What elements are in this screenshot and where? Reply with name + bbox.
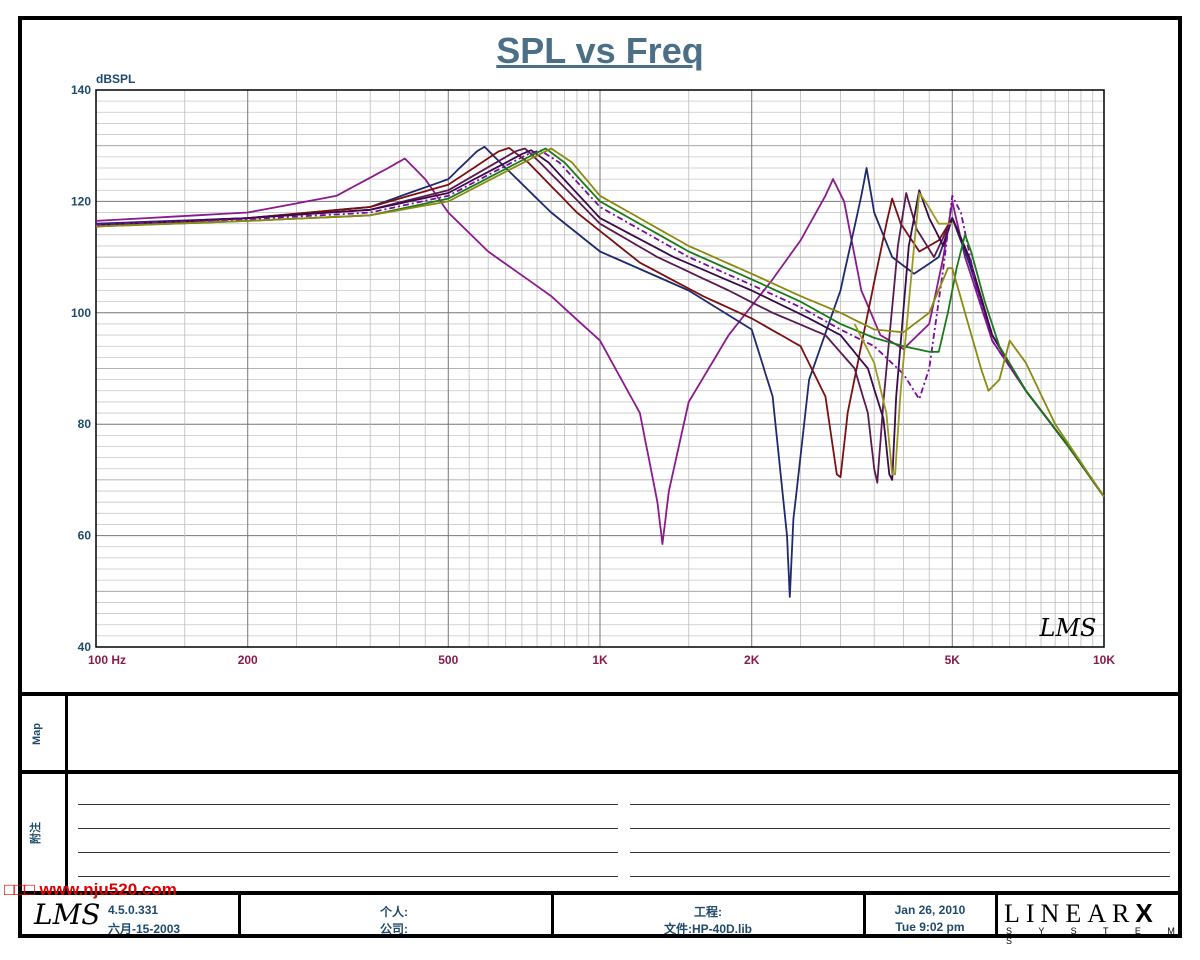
project-label: 工程: (694, 905, 722, 919)
chart-svg: dBSPL 40 60 80 100 120 140 100 Hz 200 500 1K 2K 5K… (71, 72, 1115, 667)
version-date: 六月-15-2003 (108, 922, 181, 936)
y-tick-label: 140 (71, 83, 91, 97)
chart-title: SPL vs Freq (496, 30, 704, 71)
y-axis-label: dBSPL (96, 72, 135, 86)
y-tick-label: 60 (78, 529, 92, 543)
file-label: 文件:HP-40D.lib (663, 922, 752, 936)
brand-sub: S Y S T E M S (1006, 926, 1187, 946)
divider-left-column (65, 694, 68, 894)
y-tick-label: 80 (78, 417, 92, 431)
watermark-text: □□□ www.nju520.com (4, 880, 177, 899)
map-label: Map (31, 723, 43, 745)
note-line (630, 828, 1170, 829)
brand-x: X (1135, 898, 1159, 928)
y-tick-label: 100 (71, 306, 91, 320)
y-tick-label: 120 (71, 194, 91, 208)
x-tick-label: 200 (238, 653, 258, 667)
divider-map-top (18, 692, 1182, 696)
lms-plot-logo: LMS (1039, 614, 1097, 642)
x-tick-label: 100 Hz (88, 653, 126, 667)
x-tick-labels: 100 Hz 200 500 1K 2K 5K 10K (88, 653, 1115, 667)
date-text: Jan 26, 2010 (894, 903, 966, 917)
y-tick-label: 40 (78, 640, 92, 654)
x-tick-label: 10K (1093, 653, 1115, 667)
footer-divider (551, 893, 554, 938)
note-line (630, 804, 1170, 805)
notes-label: 附注 (30, 822, 42, 844)
divider-footer-top (18, 891, 1182, 895)
person-label: 个人: (380, 905, 408, 919)
company-label: 公司: (380, 922, 408, 936)
note-line (78, 876, 618, 877)
brand-main: LINEAR (1004, 899, 1136, 928)
series-line-7 (95, 147, 1105, 498)
series-line-8 (95, 147, 1105, 498)
divider-notes-top (18, 770, 1182, 774)
x-tick-label: 1K (592, 653, 608, 667)
y-tick-labels: 40 60 80 100 120 140 (71, 83, 91, 654)
page-frame (18, 16, 1182, 938)
x-tick-label: 500 (438, 653, 458, 667)
note-line (630, 852, 1170, 853)
x-tick-label: 2K (744, 653, 760, 667)
brand-logo: LINEARX (1004, 898, 1159, 929)
series-group (95, 145, 1105, 598)
footer-divider (238, 893, 241, 938)
note-line (630, 876, 1170, 877)
chart-grid (95, 89, 1104, 648)
series-line-6 (95, 149, 1105, 498)
footer-divider (863, 893, 866, 938)
series-line-9 (853, 192, 953, 476)
version-text: 4.5.0.331 (108, 903, 159, 917)
footer-divider (995, 893, 998, 938)
plot-area-border (95, 89, 1105, 648)
x-tick-label: 5K (945, 653, 961, 667)
note-line (78, 804, 618, 805)
note-line (78, 828, 618, 829)
note-line (78, 852, 618, 853)
lms-footer-logo: LMS (34, 898, 101, 931)
time-text: Tue 9:02 pm (895, 920, 965, 934)
